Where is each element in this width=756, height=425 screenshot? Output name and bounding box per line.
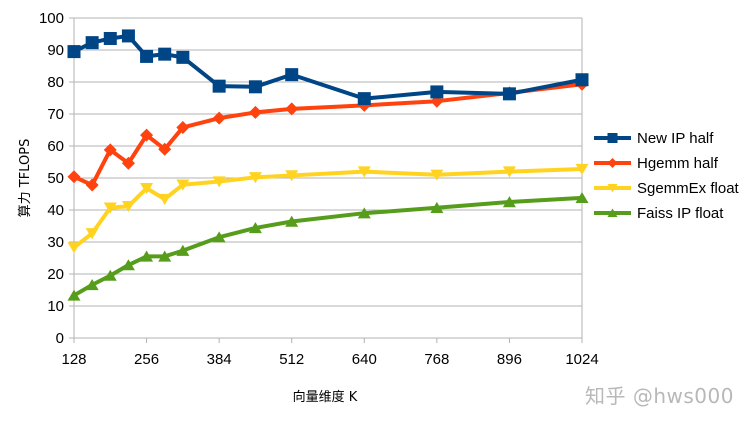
x-axis-tick-labels: 128 256 384 512 640 768 896 1024	[61, 351, 598, 368]
triangle-up-marker-icon	[607, 208, 618, 217]
x-tick-label: 640	[352, 351, 377, 368]
square-marker-icon	[607, 133, 618, 143]
series-faiss-ip-float	[67, 191, 589, 301]
triangle-up-marker-icon	[140, 250, 154, 262]
gridlines	[69, 17, 583, 343]
x-tick-label: 768	[424, 351, 449, 368]
diamond-marker-icon	[67, 170, 81, 184]
triangle-down-marker-icon	[103, 202, 117, 214]
square-marker-icon	[248, 80, 262, 94]
legend-label: SgemmEx float	[637, 180, 740, 197]
square-marker-icon	[158, 47, 172, 61]
y-axis-title: 算力 TFLOPS	[18, 139, 33, 218]
diamond-marker-icon	[212, 111, 226, 125]
x-tick-label: 1024	[565, 351, 598, 368]
data-series	[67, 29, 589, 301]
watermark: 知乎 @hws000	[585, 384, 734, 408]
triangle-up-marker-icon	[121, 259, 135, 271]
series-sgemmex-float	[67, 163, 589, 254]
triangle-up-marker-icon	[176, 244, 190, 256]
diamond-marker-icon	[85, 178, 99, 192]
y-tick-label: 10	[47, 298, 64, 315]
y-tick-label: 30	[47, 234, 64, 251]
y-tick-label: 60	[47, 138, 64, 155]
diamond-marker-icon	[140, 128, 154, 142]
square-marker-icon	[430, 85, 444, 99]
square-marker-icon	[212, 79, 226, 93]
legend-item: SgemmEx float	[594, 180, 740, 197]
series-line	[72, 195, 583, 298]
triangle-down-marker-icon	[248, 172, 262, 184]
legend-item: Faiss IP float	[594, 205, 724, 222]
x-tick-label: 128	[61, 351, 86, 368]
square-marker-icon	[357, 92, 371, 106]
diamond-marker-icon	[121, 156, 135, 170]
triangle-down-marker-icon	[285, 170, 299, 182]
triangle-up-marker-icon	[212, 231, 226, 243]
triangle-down-marker-icon	[357, 166, 371, 178]
legend-label: Faiss IP float	[637, 205, 724, 222]
x-tick-label: 384	[207, 351, 232, 368]
y-tick-label: 100	[39, 10, 64, 27]
triangle-up-marker-icon	[158, 250, 172, 262]
y-tick-label: 50	[47, 170, 64, 187]
y-axis-tick-labels: 0 10 20 30 40 50 60 70 80 90 100	[39, 10, 64, 347]
diamond-marker-icon	[248, 105, 262, 119]
square-marker-icon	[502, 87, 516, 101]
square-marker-icon	[140, 49, 154, 63]
triangle-down-marker-icon	[575, 163, 589, 175]
diamond-marker-icon	[103, 143, 117, 157]
y-tick-label: 70	[47, 106, 64, 123]
triangle-up-marker-icon	[67, 289, 81, 301]
triangle-up-marker-icon	[285, 215, 299, 227]
triangle-up-marker-icon	[430, 201, 444, 213]
x-tick-label: 256	[134, 351, 159, 368]
triangle-up-marker-icon	[575, 191, 589, 204]
x-tick-label: 512	[279, 351, 304, 368]
y-tick-label: 80	[47, 74, 64, 91]
y-tick-label: 40	[47, 202, 64, 219]
y-tick-label: 20	[47, 266, 64, 283]
y-tick-label: 90	[47, 42, 64, 59]
triangle-down-marker-icon	[212, 176, 226, 188]
diamond-marker-icon	[158, 142, 172, 156]
legend: New IP half Hgemm half SgemmEx float Faiss …	[594, 130, 740, 222]
triangle-down-marker-icon	[502, 166, 516, 178]
square-marker-icon	[176, 50, 190, 64]
legend-label: Hgemm half	[637, 155, 719, 172]
triangle-down-marker-icon	[607, 184, 618, 193]
legend-item: Hgemm half	[594, 155, 719, 172]
triangle-up-marker-icon	[502, 196, 516, 208]
triangle-down-marker-icon	[85, 228, 99, 240]
triangle-up-marker-icon	[248, 222, 262, 234]
square-marker-icon	[103, 31, 117, 45]
triangle-down-marker-icon	[158, 193, 172, 205]
series-line	[72, 167, 583, 250]
x-axis-title: 向量维度 K	[293, 389, 358, 405]
triangle-down-marker-icon	[430, 169, 444, 181]
square-marker-icon	[67, 45, 81, 59]
diamond-marker-icon	[607, 158, 618, 168]
square-marker-icon	[85, 36, 99, 50]
series-new-ip-half	[67, 29, 589, 106]
triangle-down-marker-icon	[176, 179, 190, 191]
diamond-marker-icon	[176, 120, 190, 134]
legend-item: New IP half	[594, 130, 714, 147]
triangle-down-marker-icon	[121, 200, 135, 213]
square-marker-icon	[575, 73, 589, 87]
triangle-up-marker-icon	[85, 279, 99, 291]
square-marker-icon	[285, 68, 299, 82]
y-tick-label: 0	[56, 330, 64, 347]
legend-label: New IP half	[637, 130, 714, 147]
triangle-up-marker-icon	[103, 269, 117, 281]
diamond-marker-icon	[285, 102, 299, 116]
triangle-down-marker-icon	[140, 183, 154, 195]
triangle-down-marker-icon	[67, 242, 81, 254]
x-tick-label: 896	[497, 351, 522, 368]
square-marker-icon	[121, 29, 135, 43]
triangle-up-marker-icon	[357, 207, 371, 219]
